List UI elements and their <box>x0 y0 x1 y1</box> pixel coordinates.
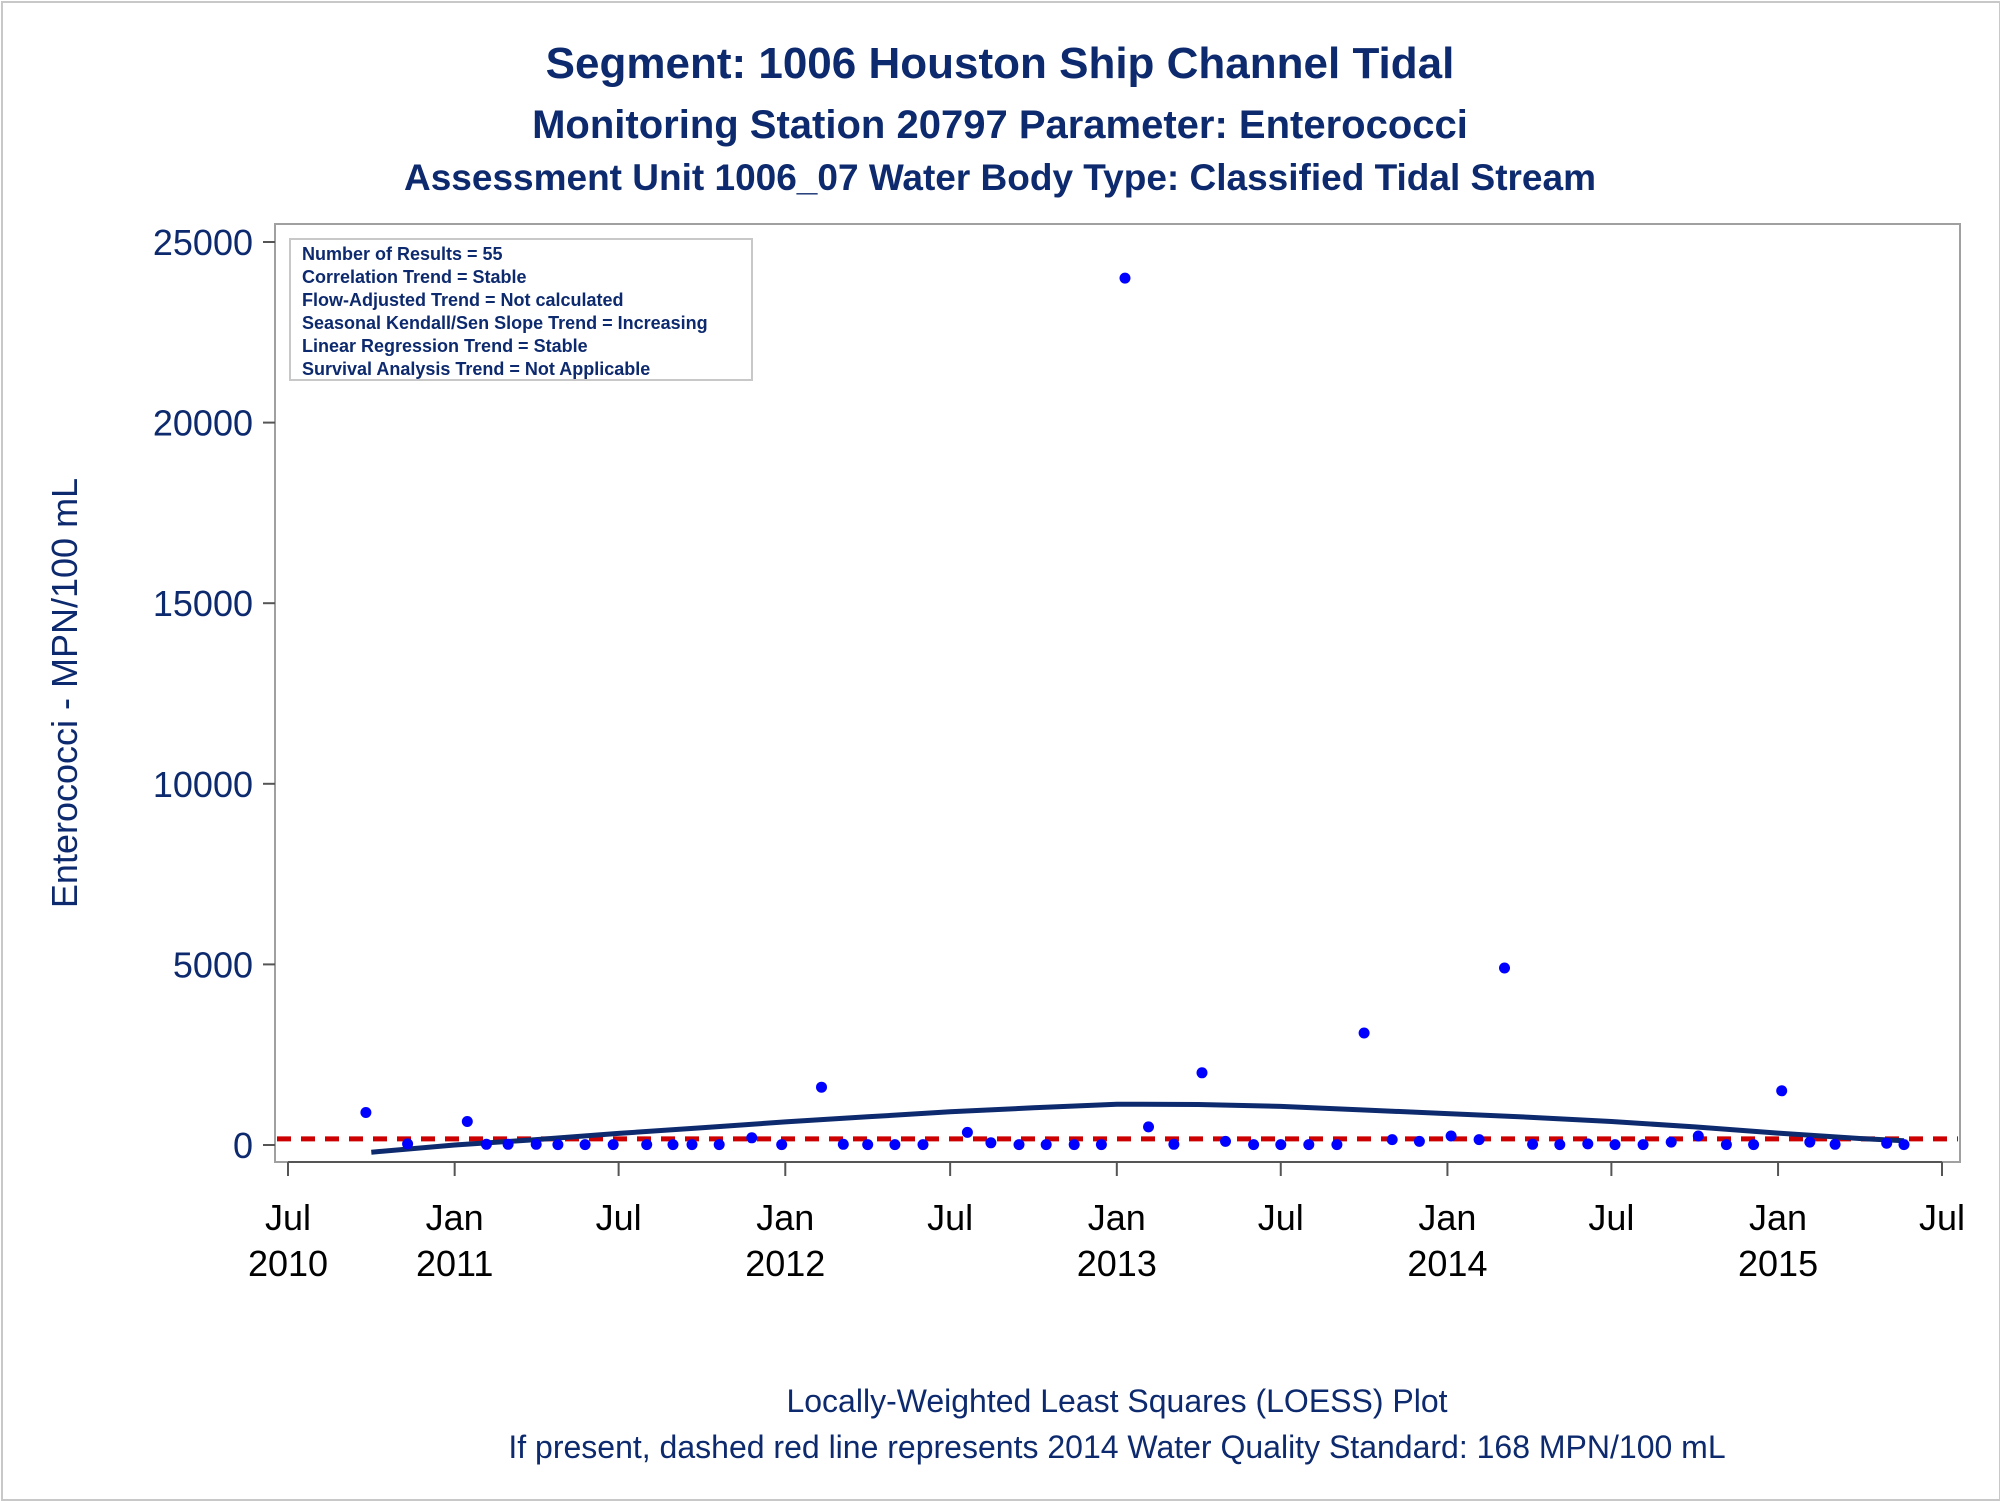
data-point <box>1275 1139 1287 1151</box>
data-point <box>1881 1137 1893 1149</box>
data-point <box>1196 1067 1208 1079</box>
y-tick-label: 0 <box>233 1125 253 1166</box>
stats-line-flow-adjusted: Flow-Adjusted Trend = Not calculated <box>302 290 624 310</box>
data-point <box>1143 1121 1154 1133</box>
data-point <box>1331 1139 1343 1151</box>
data-point <box>1119 272 1131 284</box>
data-point <box>607 1139 619 1151</box>
loess-line <box>371 1101 1905 1155</box>
x-tick-label-year: 2012 <box>745 1243 825 1284</box>
stats-line-correlation: Correlation Trend = Stable <box>302 267 527 287</box>
data-point <box>1829 1138 1841 1150</box>
data-point <box>1013 1139 1025 1151</box>
y-tick-label: 5000 <box>173 944 253 985</box>
data-point <box>1168 1138 1180 1150</box>
footnote-loess: Locally-Weighted Least Squares (LOESS) P… <box>786 1383 1447 1419</box>
chart-title: Segment: 1006 Houston Ship Channel Tidal <box>546 39 1455 88</box>
data-point <box>1358 1027 1370 1039</box>
chart-subtitle-2: Assessment Unit 1006_07 Water Body Type:… <box>404 157 1596 198</box>
data-point <box>667 1139 679 1151</box>
stats-line-survival: Survival Analysis Trend = Not Applicable <box>302 359 650 379</box>
x-tick-label-month: Jan <box>426 1197 484 1238</box>
stats-line-seasonal-kendall: Seasonal Kendall/Sen Slope Trend = Incre… <box>302 313 708 333</box>
chart-subtitle: Monitoring Station 20797 Parameter: Ente… <box>532 103 1468 147</box>
y-tick-label: 10000 <box>153 764 253 805</box>
x-tick-label-year: 2010 <box>248 1243 328 1284</box>
y-tick-label: 20000 <box>153 403 253 444</box>
data-point <box>1637 1139 1649 1151</box>
data-point <box>1068 1139 1080 1151</box>
x-tick-label-year: 2013 <box>1077 1243 1157 1284</box>
data-point <box>837 1138 849 1150</box>
x-tick-label-month: Jan <box>1088 1197 1146 1238</box>
data-point <box>530 1138 542 1150</box>
stats-box: Number of Results = 55 Correlation Trend… <box>289 238 753 381</box>
y-axis-label: Enterococci - MPN/100 mL <box>44 478 85 908</box>
data-point <box>1582 1138 1594 1150</box>
data-point <box>1220 1135 1231 1147</box>
x-tick-label-month: Jul <box>265 1197 311 1238</box>
data-point <box>1040 1139 1052 1151</box>
y-tick-label: 25000 <box>153 222 253 263</box>
data-point <box>402 1138 414 1150</box>
points-layer <box>360 272 1910 1151</box>
x-tick-label-month: Jul <box>1588 1197 1634 1238</box>
data-point <box>917 1139 929 1151</box>
data-point <box>1692 1130 1704 1142</box>
data-point <box>862 1139 874 1151</box>
data-point <box>746 1132 758 1144</box>
x-tick-label-month: Jul <box>1919 1197 1965 1238</box>
data-point <box>776 1139 788 1151</box>
data-point <box>1776 1085 1788 1097</box>
data-point <box>1386 1134 1398 1146</box>
x-tick-label-month: Jul <box>1258 1197 1304 1238</box>
data-point <box>1720 1139 1732 1151</box>
data-point <box>461 1116 473 1127</box>
data-point <box>889 1139 901 1151</box>
data-point <box>985 1137 997 1149</box>
x-tick-label-month: Jan <box>1418 1197 1476 1238</box>
x-tick-label-year: 2011 <box>416 1243 493 1284</box>
x-tick-label-month: Jan <box>1749 1197 1807 1238</box>
data-point <box>641 1139 653 1151</box>
loess-layer <box>371 1101 1905 1155</box>
y-tick-label: 15000 <box>153 583 253 624</box>
stats-line-results: Number of Results = 55 <box>302 244 503 264</box>
x-tick-label-month: Jul <box>927 1197 973 1238</box>
data-point <box>1248 1139 1260 1151</box>
data-point <box>1473 1134 1485 1146</box>
data-point <box>686 1139 698 1151</box>
data-point <box>1665 1136 1677 1148</box>
data-point <box>552 1139 564 1151</box>
data-point <box>480 1138 492 1150</box>
data-point <box>1898 1139 1910 1151</box>
data-point <box>816 1081 827 1093</box>
data-point <box>1804 1136 1816 1148</box>
data-point <box>1748 1139 1760 1151</box>
footnote-standard: If present, dashed red line represents 2… <box>508 1429 1725 1465</box>
data-point <box>1095 1139 1107 1151</box>
y-axis: 0 5000 10000 15000 20000 25000 <box>153 222 275 1166</box>
x-tick-label-year: 2015 <box>1738 1243 1818 1284</box>
x-tick-label-month: Jul <box>596 1197 642 1238</box>
data-point <box>713 1139 725 1151</box>
data-point <box>360 1107 372 1118</box>
data-point <box>502 1138 514 1150</box>
data-point <box>579 1139 591 1151</box>
data-point <box>1303 1139 1315 1151</box>
x-tick-label-month: Jan <box>756 1197 814 1238</box>
x-tick-label-year: 2014 <box>1407 1243 1487 1284</box>
data-point <box>1554 1139 1566 1151</box>
data-point <box>961 1126 973 1138</box>
data-point <box>1445 1130 1457 1142</box>
data-point <box>1499 962 1510 974</box>
x-axis: Jul 2010 Jan 2011 Jul Jan 2012 Jul Jan 2013 Jul Jan… <box>248 1161 1965 1284</box>
data-point <box>1413 1135 1425 1147</box>
stats-box-border <box>289 238 753 381</box>
data-point <box>1527 1138 1539 1150</box>
stats-line-linear-regression: Linear Regression Trend = Stable <box>302 336 588 356</box>
data-point <box>1609 1139 1621 1151</box>
